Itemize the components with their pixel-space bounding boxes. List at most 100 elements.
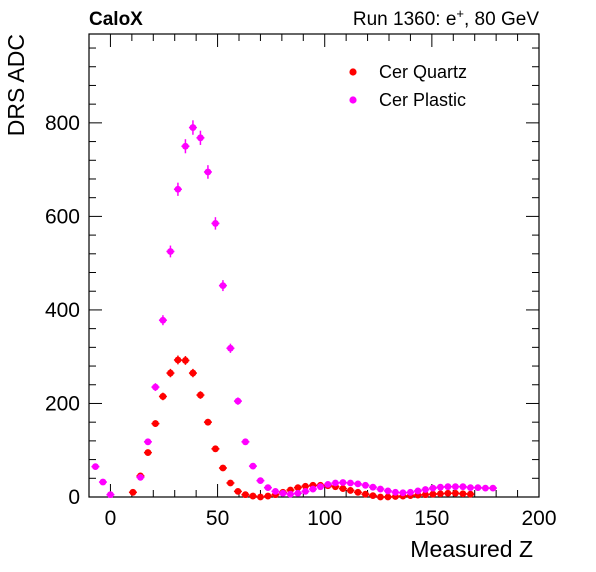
plastic-point: [362, 481, 369, 489]
quartz-point: [189, 369, 197, 377]
plastic-point: [309, 485, 317, 493]
quartz-point: [362, 490, 369, 498]
plastic-point: [467, 484, 474, 492]
quartz-point: [437, 490, 444, 498]
plastic-point: [257, 477, 264, 485]
plastic-point: [317, 483, 324, 491]
y-tick-label: 0: [68, 486, 80, 509]
plastic-point: [287, 490, 294, 498]
y-tick-label: 400: [45, 299, 80, 322]
quartz-point: [429, 490, 437, 498]
quartz-point: [369, 492, 377, 499]
quartz-point: [227, 479, 234, 487]
quartz-point: [264, 492, 272, 500]
plastic-point: [219, 282, 227, 290]
plastic-point: [272, 487, 279, 495]
quartz-point: [354, 488, 362, 496]
legend-label: Cer Quartz: [379, 62, 467, 82]
plastic-point: [107, 491, 114, 499]
plastic-point: [452, 483, 459, 491]
y-tick-label: 600: [45, 205, 80, 228]
quartz-point: [204, 418, 212, 426]
quartz-point: [219, 464, 227, 472]
quartz-point: [347, 487, 354, 494]
plastic-point: [174, 185, 182, 193]
plastic-point: [407, 488, 414, 496]
plastic-point: [144, 438, 152, 446]
quartz-point: [339, 485, 347, 492]
quartz-point: [302, 482, 309, 490]
quartz-point: [159, 393, 167, 400]
plastic-point: [249, 462, 257, 470]
header-superscript: +: [456, 6, 464, 21]
quartz-point: [152, 420, 159, 427]
plastic-point: [392, 488, 399, 496]
header-left-label: CaloX: [89, 9, 143, 30]
x-tick-label: 200: [521, 507, 556, 530]
plastic-point: [377, 485, 384, 493]
plastic-point: [242, 438, 249, 446]
quartz-point: [242, 491, 249, 499]
quartz-point: [212, 445, 219, 453]
axis-tick-labels: 0 50 100 150 200 0 200 400 600 800: [45, 112, 557, 530]
quartz-point: [422, 491, 429, 499]
legend-label: Cer Plastic: [379, 90, 466, 110]
plastic-point: [159, 316, 167, 324]
quartz-point: [294, 484, 302, 492]
plastic-point: [414, 487, 422, 495]
header-run: Run 1360: e: [353, 9, 457, 30]
quartz-point: [452, 489, 459, 497]
quartz-point: [129, 488, 137, 496]
plastic-point: [354, 480, 362, 488]
quartz-point: [459, 490, 467, 498]
plastic-point: [459, 483, 467, 491]
quartz-point: [144, 449, 152, 456]
quartz-point: [467, 490, 474, 498]
plastic-point: [369, 483, 377, 491]
plastic-point: [137, 473, 144, 481]
plastic-point: [384, 487, 392, 495]
plastic-point: [339, 479, 347, 486]
legend-marker: [349, 68, 357, 76]
plastic-point: [234, 397, 242, 405]
plastic-point: [474, 484, 482, 492]
plastic-point: [437, 483, 444, 491]
plastic-point: [92, 463, 99, 471]
plastic-point: [399, 489, 407, 497]
plastic-point: [489, 484, 497, 492]
quartz-point: [197, 391, 204, 399]
plastic-point: [212, 220, 219, 227]
legend-marker: [349, 96, 357, 104]
plastic-point: [294, 489, 302, 497]
plastic-point: [332, 479, 339, 487]
quartz-point: [234, 487, 242, 495]
plastic-point: [279, 489, 287, 497]
quartz-point: [167, 369, 174, 377]
plastic-point: [444, 483, 452, 491]
plastic-point: [189, 124, 197, 131]
plastic-point: [227, 344, 234, 352]
plastic-point: [324, 480, 332, 488]
plastic-point: [482, 484, 489, 492]
y-tick-label: 200: [45, 392, 80, 415]
quartz-point: [444, 489, 452, 497]
data-points: [91, 120, 497, 501]
plastic-point: [99, 478, 107, 486]
y-tick-label: 800: [45, 112, 80, 135]
plastic-point: [204, 168, 212, 176]
x-tick-label: 0: [105, 507, 117, 530]
x-axis-label: Measured Z: [410, 536, 533, 562]
plastic-point: [264, 484, 272, 492]
plastic-point: [167, 248, 174, 255]
plastic-point: [422, 486, 429, 493]
quartz-point: [377, 493, 384, 501]
header-right-label: Run 1360: e+, 80 GeV: [353, 6, 539, 30]
quartz-point: [384, 493, 392, 501]
header-rest: , 80 GeV: [464, 9, 539, 30]
plastic-point: [182, 142, 189, 150]
quartz-point: [182, 357, 189, 364]
x-tick-label: 100: [307, 507, 342, 530]
quartz-point: [257, 493, 264, 501]
